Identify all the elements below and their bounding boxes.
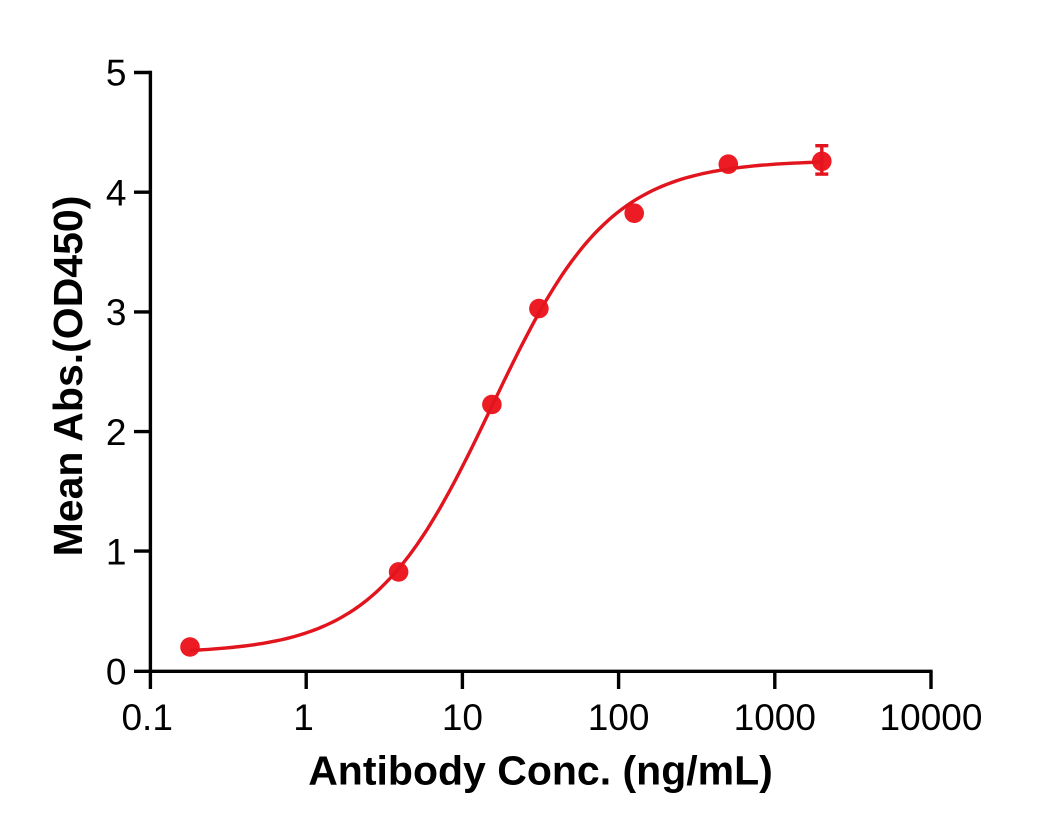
svg-text:0: 0 <box>106 652 127 693</box>
svg-text:4: 4 <box>106 172 127 213</box>
svg-text:10: 10 <box>442 697 483 738</box>
svg-text:5: 5 <box>106 53 127 94</box>
svg-text:10000: 10000 <box>880 697 983 738</box>
svg-text:1: 1 <box>293 697 314 738</box>
svg-text:1000: 1000 <box>734 697 816 738</box>
svg-text:Mean Abs.(OD450): Mean Abs.(OD450) <box>45 196 91 557</box>
svg-text:100: 100 <box>588 697 650 738</box>
svg-text:Antibody Conc. (ng/mL): Antibody Conc. (ng/mL) <box>308 748 773 794</box>
svg-text:1: 1 <box>106 531 127 572</box>
svg-text:0.1: 0.1 <box>121 697 172 738</box>
svg-text:3: 3 <box>106 292 127 333</box>
svg-text:2: 2 <box>106 412 127 453</box>
